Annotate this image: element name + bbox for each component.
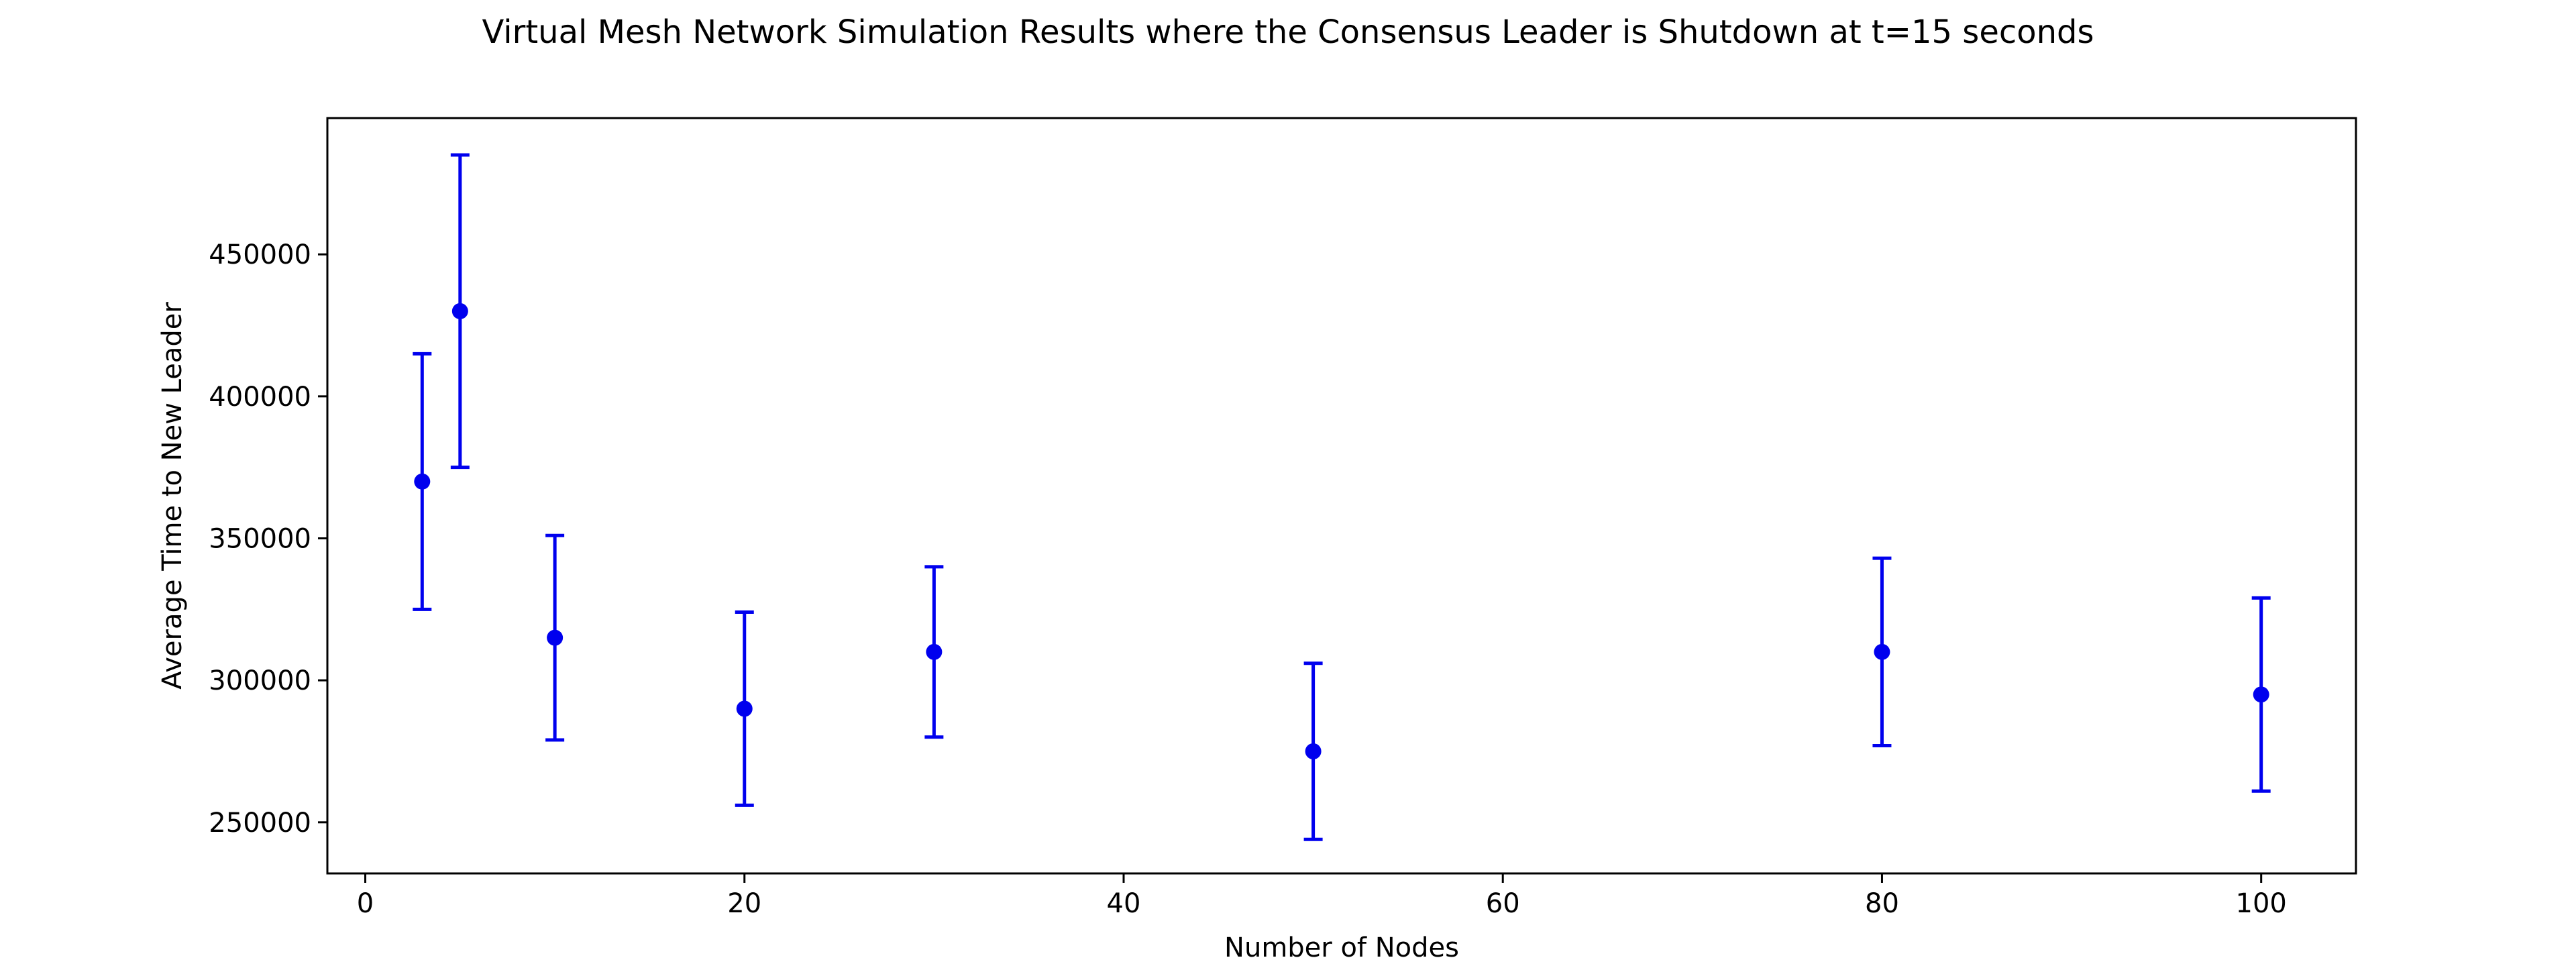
x-tick-label: 100	[2236, 888, 2287, 919]
x-tick-label: 80	[1865, 888, 1899, 919]
x-axis-label: Number of Nodes	[1224, 932, 1459, 963]
chart-title: Virtual Mesh Network Simulation Results …	[482, 13, 2094, 51]
x-axis-ticks: 0 20 40 60 80 100	[357, 873, 2287, 919]
y-axis-label: Average Time to New Leader	[157, 302, 188, 690]
data-point	[1874, 643, 1890, 660]
x-tick-label: 40	[1107, 888, 1141, 919]
y-tick-label: 250000	[209, 808, 311, 839]
data-point	[451, 303, 468, 319]
data-point	[2253, 686, 2269, 703]
data-point	[1305, 743, 1322, 759]
data-point	[414, 473, 431, 490]
data-point	[547, 629, 564, 646]
x-tick-label: 0	[357, 888, 374, 919]
data-point	[926, 643, 943, 660]
plot-area-frame	[326, 117, 2357, 875]
x-tick-label: 60	[1486, 888, 1520, 919]
data-point	[736, 700, 753, 717]
data-marks	[413, 153, 2271, 841]
y-axis-ticks: 250000 300000 350000 400000 450000	[209, 239, 327, 839]
y-tick-label: 400000	[209, 382, 311, 413]
x-tick-label: 20	[727, 888, 761, 919]
y-tick-label: 300000	[209, 665, 311, 696]
y-tick-label: 350000	[209, 523, 311, 554]
y-tick-label: 450000	[209, 239, 311, 270]
